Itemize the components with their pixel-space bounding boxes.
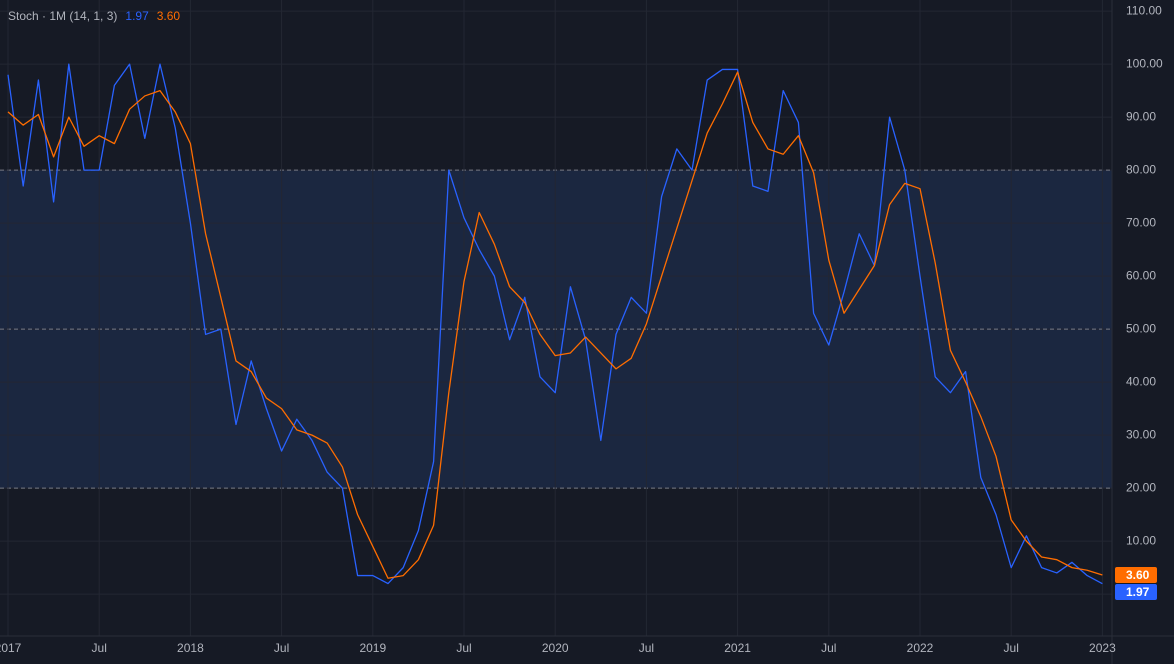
x-tick-label: 2021 xyxy=(724,641,751,655)
d-last-value: 3.60 xyxy=(157,9,181,23)
x-tick-label: 2022 xyxy=(907,641,934,655)
price-tag-label: 3.60 xyxy=(1126,568,1150,582)
x-tick-label: Jul xyxy=(1004,641,1019,655)
series-line xyxy=(7,63,1103,585)
x-tick-label: 2018 xyxy=(177,641,204,655)
y-tick-label: 30.00 xyxy=(1126,427,1156,441)
x-tick-label: 2020 xyxy=(542,641,569,655)
y-tick-label: 90.00 xyxy=(1126,109,1156,123)
y-tick-label: 110.00 xyxy=(1126,3,1162,17)
y-tick-label: 50.00 xyxy=(1126,321,1156,335)
x-tick-label: 2023 xyxy=(1089,641,1116,655)
x-tick-label: Jul xyxy=(274,641,289,655)
k-last-value: 1.97 xyxy=(125,9,149,23)
y-tick-label: 80.00 xyxy=(1126,162,1156,176)
x-tick-label: Jul xyxy=(639,641,654,655)
plot-front xyxy=(7,63,1103,585)
x-tick-label: Jul xyxy=(821,641,836,655)
price-tag xyxy=(1115,567,1157,584)
chart-title: Stoch · 1M (14, 1, 3) xyxy=(8,9,117,23)
x-tick-label: Jul xyxy=(456,641,471,655)
series-line xyxy=(7,71,1103,579)
y-tick-label: 40.00 xyxy=(1126,374,1156,388)
x-tick-label: Jul xyxy=(92,641,107,655)
y-tick-label: 60.00 xyxy=(1126,268,1156,282)
x-tick-label: 2019 xyxy=(359,641,386,655)
y-tick-label: 10.00 xyxy=(1126,533,1156,547)
y-tick-label: 100.00 xyxy=(1126,56,1163,70)
legend: Stoch · 1M (14, 1, 3) 1.97 3.60 xyxy=(8,9,180,23)
price-tag xyxy=(1115,584,1157,601)
y-tick-label: 20.00 xyxy=(1126,480,1156,494)
y-tick-label: 70.00 xyxy=(1126,215,1156,229)
price-tag-label: 1.97 xyxy=(1126,585,1150,599)
x-tick-label: 2017 xyxy=(0,641,22,655)
